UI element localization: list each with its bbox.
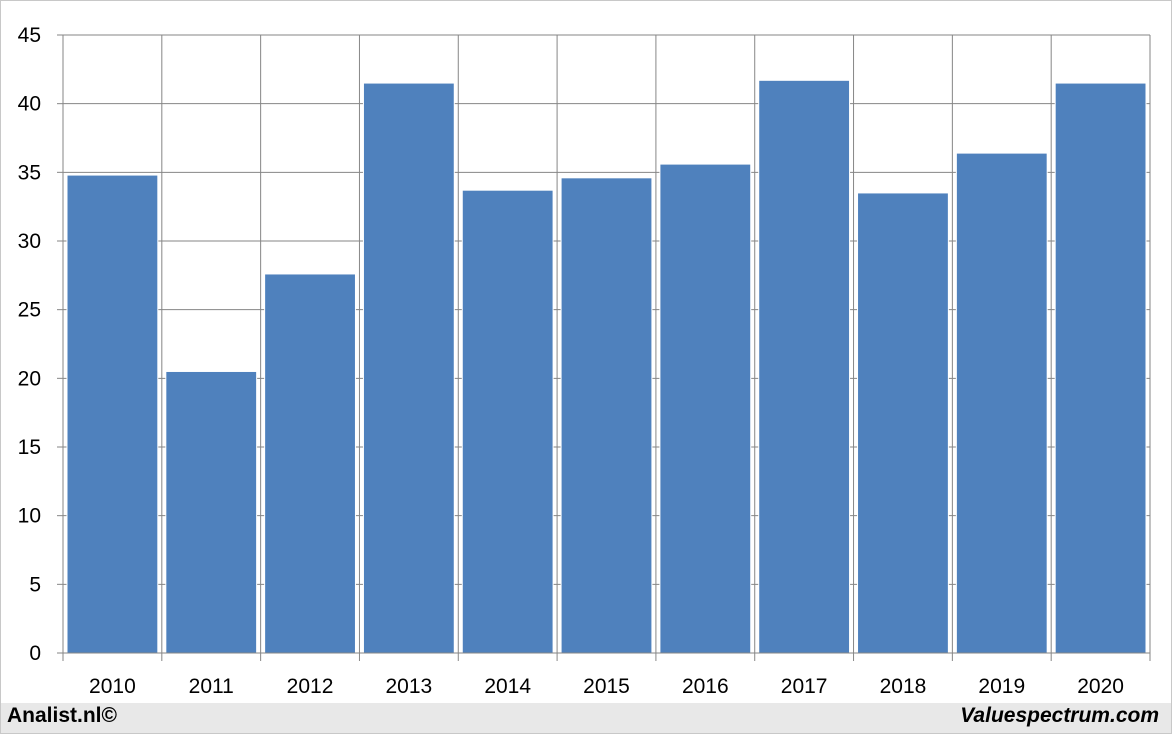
x-tick-label: 2013 bbox=[386, 675, 433, 698]
x-tick-label: 2018 bbox=[880, 675, 927, 698]
bar-2014 bbox=[461, 189, 554, 654]
axes bbox=[57, 34, 1151, 661]
footer-credit-left: Analist.nl© bbox=[7, 704, 117, 727]
bar-chart: 0 5 10 15 20 25 30 35 40 45 2010 2011 2012 2013 2014 20… bbox=[18, 24, 1151, 698]
y-tick-label: 45 bbox=[18, 24, 41, 47]
bar-2018 bbox=[857, 192, 949, 654]
bar-2019 bbox=[955, 152, 1048, 654]
tick-labels: 0 5 10 15 20 25 30 35 40 45 2010 2011 2012 2013 2014 20… bbox=[18, 24, 1124, 698]
y-tick-label: 30 bbox=[18, 230, 41, 253]
y-tick-label: 5 bbox=[29, 573, 41, 596]
y-tick-label: 15 bbox=[18, 436, 41, 459]
y-tick-label: 10 bbox=[18, 505, 41, 528]
bar-2013 bbox=[362, 82, 455, 654]
bar-2010 bbox=[66, 174, 159, 654]
x-tick-label: 2012 bbox=[287, 675, 334, 698]
x-tick-label: 2019 bbox=[978, 675, 1025, 698]
x-tick-label: 2016 bbox=[682, 675, 729, 698]
bar-2012 bbox=[264, 273, 356, 654]
y-tick-label: 20 bbox=[18, 367, 41, 390]
bars bbox=[66, 79, 1147, 654]
x-tick-label: 2015 bbox=[583, 675, 630, 698]
bar-2011 bbox=[165, 370, 258, 654]
bar-2015 bbox=[560, 177, 653, 654]
x-tick-label: 2014 bbox=[484, 675, 531, 698]
y-tick-label: 0 bbox=[29, 642, 41, 665]
footer-bar: Analist.nl© Valuespectrum.com bbox=[1, 703, 1171, 733]
x-tick-label: 2017 bbox=[781, 675, 828, 698]
x-tick-label: 2020 bbox=[1077, 675, 1124, 698]
bar-2020 bbox=[1054, 82, 1147, 654]
x-tick-label: 2011 bbox=[189, 675, 234, 698]
bar-2016 bbox=[659, 163, 752, 654]
y-tick-label: 40 bbox=[18, 93, 41, 116]
y-tick-label: 25 bbox=[18, 299, 41, 322]
bar-2017 bbox=[758, 79, 851, 654]
x-tick-label: 2010 bbox=[89, 675, 136, 698]
footer-credit-right: Valuespectrum.com bbox=[960, 704, 1159, 727]
y-tick-label: 35 bbox=[18, 161, 41, 184]
